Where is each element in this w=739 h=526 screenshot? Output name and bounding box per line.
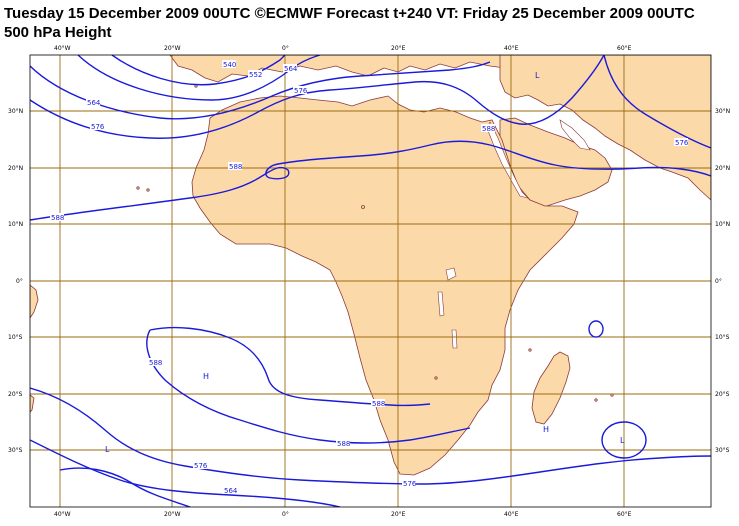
lat-label: 10°S	[715, 334, 730, 341]
lat-label: 20°N	[8, 165, 23, 172]
lat-label: 30°N	[715, 108, 730, 115]
lat-label: 10°N	[8, 221, 23, 228]
low-center-label: L	[620, 436, 625, 445]
lon-label: 20°E	[391, 45, 406, 52]
lon-label: 20°E	[391, 511, 406, 518]
lat-label: 30°S	[715, 447, 730, 454]
lat-labels-right: 30°N 20°N 10°N 0° 10°S 20°S 30°S	[715, 108, 730, 454]
low-center-label: L	[105, 445, 110, 454]
high-center-label: H	[203, 372, 209, 381]
lat-label: 20°S	[715, 391, 730, 398]
contour-label: 576	[194, 462, 208, 470]
contour-label: 540	[223, 61, 236, 69]
graticule	[30, 55, 711, 507]
lon-labels-top: 40°W 20°W 0° 20°E 40°E 60°E	[54, 45, 632, 52]
red-sea	[486, 121, 529, 199]
lat-label: 30°S	[8, 447, 23, 454]
contour-label: 588	[482, 125, 495, 133]
contour-576-south	[30, 387, 711, 485]
contour-high-south-inner	[146, 329, 471, 444]
persian-gulf	[559, 119, 591, 151]
lon-label: 20°W	[164, 45, 181, 52]
land-island	[136, 186, 140, 190]
contour-small-closed	[588, 320, 604, 338]
lake-malawi	[451, 329, 458, 349]
lon-label: 20°W	[164, 511, 181, 518]
contour-540	[111, 55, 286, 86]
lat-label: 0°	[715, 278, 722, 285]
land-europe	[169, 55, 521, 83]
contour-label: 564	[224, 487, 238, 495]
contour-closed-low	[601, 421, 647, 459]
land-layer	[30, 55, 711, 476]
contour-576-southwest	[59, 467, 191, 507]
contour-label: 576	[403, 480, 417, 488]
lake-tanganyika	[437, 291, 445, 317]
land-madagascar	[531, 351, 571, 425]
contour-label-layer: 540 552 564 576 588 588 564 576 588 588 …	[50, 60, 689, 495]
lon-labels-bottom: 40°W 20°W 0° 20°E 40°E 60°E	[54, 511, 632, 518]
land-island	[434, 376, 438, 380]
pressure-center-layer: L H L H L	[105, 71, 625, 454]
contour-label: 588	[337, 440, 350, 448]
lon-label: 0°	[282, 45, 289, 52]
land-island	[146, 188, 150, 192]
contour-label: 588	[149, 359, 162, 367]
lat-label: 20°N	[715, 165, 730, 172]
lat-label: 10°S	[8, 334, 23, 341]
contour-label: 564	[284, 65, 298, 73]
low-center-label: L	[535, 71, 540, 80]
lake-victoria	[445, 267, 457, 281]
contour-label: 588	[229, 163, 242, 171]
contour-high-south	[149, 326, 431, 407]
land-island	[594, 398, 598, 402]
contour-588-north	[30, 140, 711, 221]
title-forecast-run: Tuesday 15 December 2009 00UTC ©ECMWF Fo…	[4, 5, 695, 22]
land-south-america	[30, 284, 39, 413]
lon-label: 60°E	[617, 45, 632, 52]
land-asia	[499, 55, 711, 201]
contour-564-south	[30, 439, 341, 507]
contour-label: 576	[91, 123, 105, 131]
contour-564-north	[30, 61, 491, 120]
contour-576-east	[603, 55, 711, 149]
land-island	[361, 205, 365, 209]
contour-552	[77, 55, 321, 101]
map-border	[29, 54, 712, 508]
lat-labels-left: 30°N 20°N 10°N 0° 10°S 20°S 30°S	[8, 108, 23, 454]
lat-label: 20°S	[8, 391, 23, 398]
lat-label: 30°N	[8, 108, 23, 115]
lat-label: 0°	[16, 278, 23, 285]
high-center-label: H	[543, 425, 549, 434]
contour-label: 576	[294, 87, 308, 95]
lon-label: 40°E	[504, 45, 519, 52]
contour-576-north	[30, 55, 605, 139]
contour-label: 588	[372, 400, 385, 408]
contour-label: 564	[87, 99, 101, 107]
land-island	[528, 348, 532, 352]
lon-label: 40°E	[504, 511, 519, 518]
title-field: 500 hPa Height	[4, 24, 112, 41]
contour-label: 588	[51, 214, 64, 222]
contour-label: 552	[249, 71, 262, 79]
land-africa	[191, 95, 579, 476]
height-contours	[30, 55, 711, 507]
lat-label: 10°N	[715, 221, 730, 228]
contour-label: 576	[675, 139, 689, 147]
water-layer	[437, 119, 591, 349]
lon-label: 40°W	[54, 45, 71, 52]
lon-label: 40°W	[54, 511, 71, 518]
lon-label: 60°E	[617, 511, 632, 518]
lon-label: 0°	[282, 511, 289, 518]
